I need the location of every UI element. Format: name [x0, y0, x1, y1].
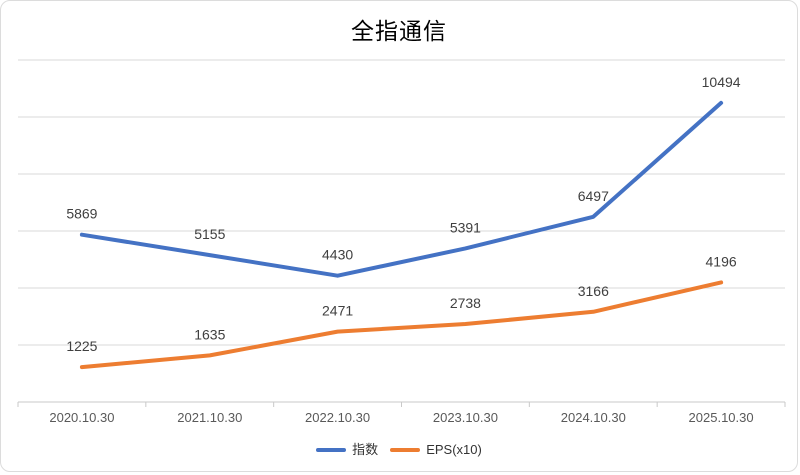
data-label: 5391 — [450, 219, 481, 235]
legend-label-index: 指数 — [352, 442, 379, 457]
legend-item-index[interactable]: 指数 — [316, 442, 378, 458]
data-label: 1635 — [194, 326, 225, 342]
data-label: 4430 — [322, 247, 353, 263]
x-axis-label: 2025.10.30 — [689, 410, 754, 425]
data-label: 1225 — [66, 338, 97, 354]
chart-legend: 指数 EPS(x10) — [1, 442, 797, 458]
x-axis-label: 2020.10.30 — [49, 410, 114, 425]
x-axis-label: 2024.10.30 — [561, 410, 626, 425]
legend-item-eps[interactable]: EPS(x10) — [390, 442, 482, 458]
data-label: 4196 — [706, 253, 737, 269]
data-label: 2738 — [450, 295, 481, 311]
data-label: 6497 — [578, 188, 609, 204]
data-label: 5155 — [194, 226, 225, 242]
x-axis-label: 2023.10.30 — [433, 410, 498, 425]
x-axis-label: 2021.10.30 — [177, 410, 242, 425]
data-label: 10494 — [702, 74, 741, 90]
x-axis-label: 2022.10.30 — [305, 410, 370, 425]
chart-title: 全指通信 — [351, 19, 447, 44]
data-label: 5869 — [66, 206, 97, 222]
data-label: 3166 — [578, 283, 609, 299]
legend-line-swatch-index — [316, 448, 347, 452]
legend-line-swatch-eps — [390, 448, 421, 452]
data-label: 2471 — [322, 303, 353, 319]
series-line-eps — [79, 280, 724, 370]
series-line-index — [79, 100, 724, 278]
legend-label-eps: EPS(x10) — [426, 442, 482, 457]
